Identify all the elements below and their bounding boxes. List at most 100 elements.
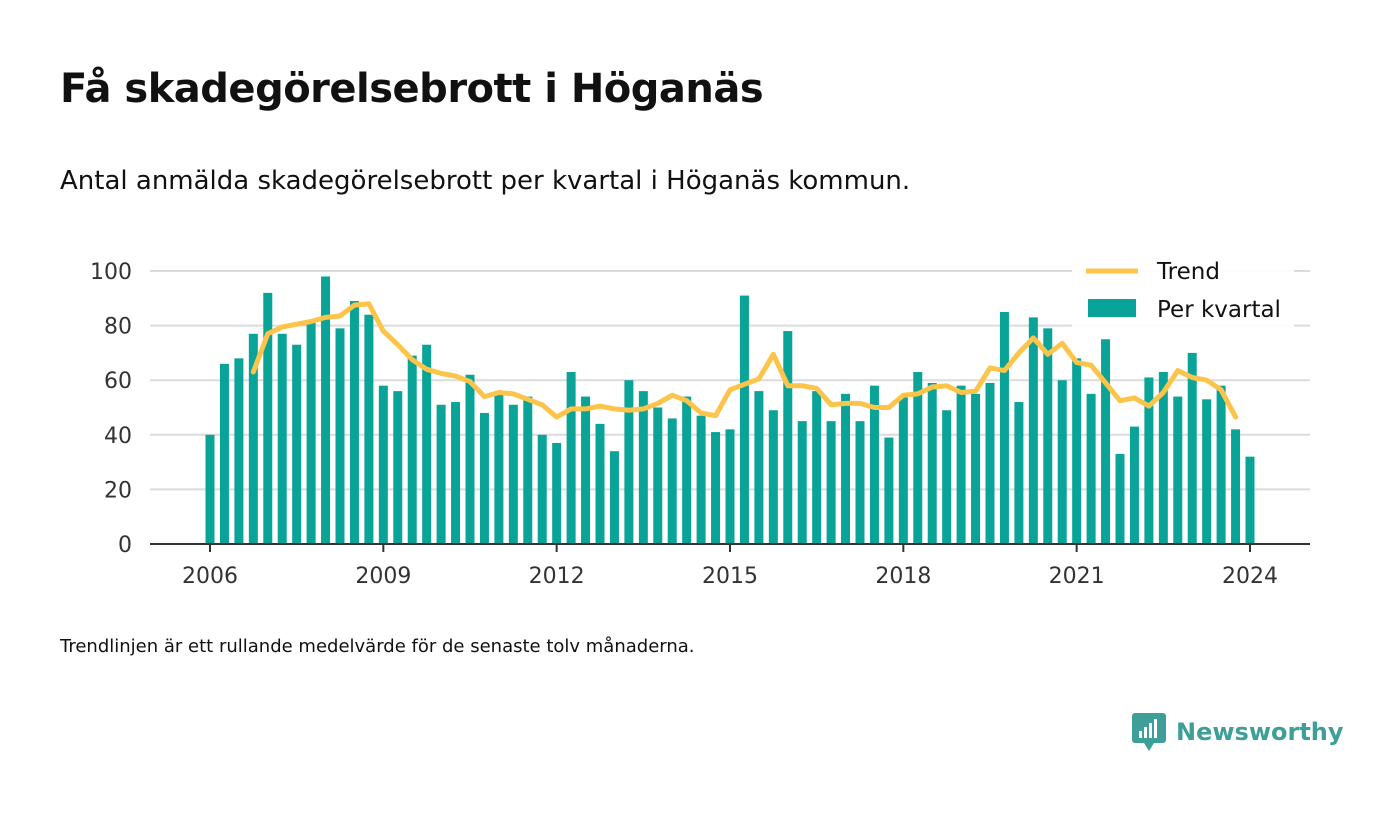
bar: [667, 418, 677, 544]
bar: [581, 396, 591, 544]
bar: [971, 393, 981, 544]
bar: [378, 385, 388, 544]
x-tick-label: 2018: [875, 564, 931, 589]
bar: [739, 295, 749, 544]
bar: [1216, 385, 1226, 544]
bar: [248, 333, 258, 544]
bar: [841, 393, 851, 544]
bar: [494, 393, 504, 544]
bar: [537, 434, 547, 544]
bar: [219, 363, 229, 544]
bar: [783, 331, 793, 544]
bar: [234, 358, 244, 544]
footnote: Trendlinjen är ett rullande medelvärde f…: [60, 636, 695, 657]
bar: [682, 396, 692, 544]
bar: [812, 391, 822, 544]
bar: [263, 292, 273, 544]
bar: [913, 372, 923, 544]
bar: [1072, 358, 1082, 544]
legend-bar-swatch: [1088, 299, 1136, 317]
bar: [768, 410, 778, 544]
bar: [436, 404, 446, 544]
bar: [956, 385, 966, 544]
y-tick-label: 80: [104, 315, 132, 340]
x-tick-label: 2024: [1222, 564, 1278, 589]
bar: [422, 344, 432, 544]
legend-bar-label: Per kvartal: [1157, 297, 1281, 323]
bar: [1144, 377, 1154, 544]
legend-trend-label: Trend: [1156, 259, 1220, 285]
x-tick-label: 2012: [529, 564, 585, 589]
bar: [884, 437, 894, 544]
bar: [393, 391, 403, 544]
bar: [1043, 328, 1053, 544]
bar: [1129, 426, 1139, 544]
legend-background: [1072, 252, 1294, 332]
bar: [1057, 380, 1067, 544]
bar: [855, 421, 865, 544]
chart: 0 20 40 60 80 100 2006 2009 2012 2015 2018 2021 2024…: [90, 252, 1310, 589]
bar: [1115, 453, 1125, 544]
bar: [1202, 399, 1212, 544]
bar: [638, 391, 648, 544]
bar: [653, 407, 663, 544]
bar: [321, 276, 331, 544]
y-tick-label: 100: [90, 260, 132, 285]
bar: [1245, 456, 1255, 544]
bar: [205, 434, 215, 544]
bar: [826, 421, 836, 544]
brand-logo[interactable]: Newsworthy: [1132, 712, 1344, 752]
bar: [523, 396, 533, 544]
chart-title: Få skadegörelsebrott i Höganäs: [60, 66, 764, 112]
bar: [465, 374, 475, 544]
bar: [407, 355, 417, 544]
bar: [1173, 396, 1183, 544]
bar: [999, 311, 1009, 544]
y-tick-label: 40: [104, 424, 132, 449]
bar-series: [205, 276, 1255, 544]
bar: [335, 328, 345, 544]
brand-name: Newsworthy: [1176, 718, 1344, 746]
x-tick-label: 2009: [355, 564, 411, 589]
bar: [898, 396, 908, 544]
bar: [1014, 402, 1024, 544]
bar: [711, 432, 721, 544]
bar: [292, 344, 302, 544]
y-tick-label: 0: [118, 533, 132, 558]
x-tick-label: 2006: [182, 564, 238, 589]
axes: 0 20 40 60 80 100 2006 2009 2012 2015 2018 2021 2024: [90, 260, 1310, 589]
bar: [552, 442, 562, 544]
bar: [1028, 317, 1038, 544]
legend: Trend Per kvartal: [1072, 252, 1294, 332]
trend-series: [250, 301, 1239, 420]
bar: [451, 402, 461, 544]
bar: [1086, 393, 1096, 544]
y-tick-label: 60: [104, 369, 132, 394]
bar: [609, 451, 619, 544]
bar: [306, 322, 316, 544]
bar: [1231, 429, 1241, 544]
bar: [942, 410, 952, 544]
bar: [797, 421, 807, 544]
bar: [1187, 352, 1197, 544]
bar: [927, 382, 937, 544]
bar: [725, 429, 735, 544]
bar: [754, 391, 764, 544]
bar: [508, 404, 518, 544]
bar: [349, 301, 359, 544]
bar: [1158, 372, 1168, 544]
newsworthy-logo-icon: [1132, 713, 1166, 751]
bar: [624, 380, 634, 544]
trend-line: [250, 301, 1239, 420]
bar: [1101, 339, 1111, 544]
bar: [364, 314, 374, 544]
bar: [479, 412, 489, 544]
x-tick-label: 2015: [702, 564, 758, 589]
y-tick-label: 20: [104, 478, 132, 503]
bar: [696, 415, 706, 544]
chart-subtitle: Antal anmälda skadegörelsebrott per kvar…: [60, 166, 911, 196]
bar: [595, 423, 605, 544]
bar: [566, 372, 576, 544]
bar: [277, 333, 287, 544]
bar: [985, 382, 995, 544]
